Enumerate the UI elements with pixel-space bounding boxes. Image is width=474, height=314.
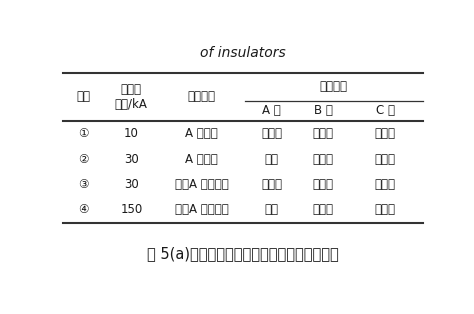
Text: C 相: C 相 (375, 104, 395, 117)
Text: 未闪络: 未闪络 (312, 203, 334, 216)
Text: A 相: A 相 (262, 104, 281, 117)
Text: 未闪络: 未闪络 (312, 127, 334, 140)
Text: 未闪络: 未闪络 (312, 178, 334, 191)
Text: 未闪络: 未闪络 (261, 178, 282, 191)
Text: 未闪络: 未闪络 (374, 178, 396, 191)
Text: 未闪络: 未闪络 (374, 153, 396, 166)
Text: 闪络: 闪络 (264, 153, 279, 166)
Text: 图 5(a)为绕击未闪络情况下的导线电压波形。: 图 5(a)为绕击未闪络情况下的导线电压波形。 (147, 246, 339, 262)
Text: 未闪络: 未闪络 (312, 153, 334, 166)
Text: 闪络情况: 闪络情况 (320, 80, 348, 93)
Text: 雷电流
幅值/kA: 雷电流 幅值/kA (115, 83, 148, 111)
Text: B 相: B 相 (314, 104, 332, 117)
Text: 150: 150 (120, 203, 143, 216)
Text: of insulators: of insulators (200, 46, 286, 60)
Text: ②: ② (78, 153, 89, 166)
Text: A 相导线: A 相导线 (185, 153, 218, 166)
Text: 30: 30 (124, 178, 139, 191)
Text: 工况: 工况 (77, 90, 91, 103)
Text: 10: 10 (124, 127, 139, 140)
Text: A 相导线: A 相导线 (185, 127, 218, 140)
Text: 未闪络: 未闪络 (374, 127, 396, 140)
Text: 未闪络: 未闪络 (261, 127, 282, 140)
Text: ①: ① (78, 127, 89, 140)
Text: 塔顶A 相俧羊角: 塔顶A 相俧羊角 (174, 203, 228, 216)
Text: ③: ③ (78, 178, 89, 191)
Text: 雷击位置: 雷击位置 (188, 90, 216, 103)
Text: 30: 30 (124, 153, 139, 166)
Text: ④: ④ (78, 203, 89, 216)
Text: 未闪络: 未闪络 (374, 203, 396, 216)
Text: 塔顶A 相俧羊角: 塔顶A 相俧羊角 (174, 178, 228, 191)
Text: 闪络: 闪络 (264, 203, 279, 216)
